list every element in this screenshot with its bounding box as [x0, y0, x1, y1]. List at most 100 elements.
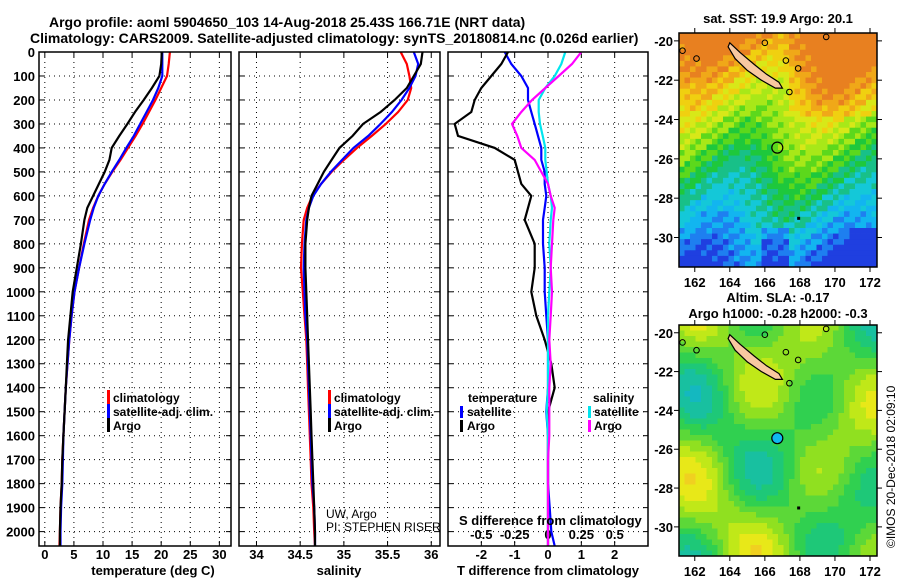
map-cell [816, 33, 823, 39]
map-cell [706, 385, 713, 392]
map-cell [838, 133, 845, 140]
map-cell [789, 166, 795, 173]
map-cell [827, 88, 834, 95]
map-cell [833, 122, 839, 129]
map-cell [811, 189, 817, 195]
y-tick-label: 1500 [6, 405, 35, 420]
map-cell [816, 534, 823, 540]
map-cell [794, 440, 801, 447]
map-cell [679, 484, 685, 491]
map-cell [833, 144, 839, 151]
map-cell [745, 83, 751, 90]
x-tick-label: 35.5 [375, 547, 400, 562]
map-cell [690, 440, 696, 447]
map-cell [761, 380, 768, 386]
map-cell [789, 72, 795, 78]
map-cell [827, 38, 834, 45]
map-cell [860, 250, 867, 257]
map-cell [871, 446, 878, 452]
map-cell [860, 528, 867, 535]
map-cell [684, 60, 691, 67]
map-cell [849, 352, 856, 359]
map-cell [827, 534, 834, 540]
difference-plot: -2 -1 0 1 2-0.5 -0.25 0 0.25 0.5 [447, 51, 649, 562]
map-cell [783, 424, 790, 430]
map-cell [684, 369, 691, 375]
map-cell [800, 490, 806, 496]
map-cell [816, 374, 823, 381]
map-cell [794, 105, 801, 112]
map-cell [717, 183, 724, 190]
map-cell [827, 138, 834, 145]
map-cell [717, 111, 724, 117]
map-cell [684, 374, 691, 381]
map-cell [805, 418, 812, 425]
map-cell [745, 211, 751, 218]
map-cell [822, 407, 828, 414]
map-cell [767, 468, 773, 474]
legend-label-satellite: satellite-adj. clim. [113, 405, 213, 419]
map-cell [717, 161, 724, 168]
map-cell [871, 72, 878, 78]
map-cell [745, 468, 751, 474]
map-cell [706, 77, 713, 84]
map-cell [690, 155, 696, 162]
map-cell [717, 127, 724, 134]
map-cell [827, 44, 834, 51]
map-cell [827, 172, 834, 179]
map-cell [712, 462, 718, 469]
map-cell [684, 255, 691, 262]
map-cell [838, 462, 845, 469]
map-cell [706, 105, 713, 112]
map-cell [712, 127, 718, 134]
map-cell [690, 261, 696, 268]
map-cell [712, 77, 718, 84]
x-tick-label: 34.5 [288, 547, 313, 562]
map-cell [805, 211, 812, 218]
map-cell [690, 363, 696, 370]
map-cell [756, 144, 762, 151]
map-cell [761, 407, 768, 414]
map-cell [772, 528, 779, 535]
map-cell [866, 341, 872, 348]
map-cell [838, 336, 845, 342]
map-cell [783, 72, 790, 78]
map-cell [871, 211, 878, 218]
map-cell [789, 150, 795, 156]
map-cell [695, 194, 702, 201]
map-cell [855, 435, 861, 441]
map-cell [827, 105, 834, 112]
map-cell [822, 216, 828, 223]
map-cell [679, 473, 685, 480]
map-cell [745, 451, 751, 458]
map-cell [833, 501, 839, 507]
map-cell [679, 446, 685, 452]
map-cell [750, 228, 757, 234]
map-cell [701, 88, 707, 95]
map-cell [739, 205, 746, 212]
map-cell [734, 194, 740, 201]
map-cell [838, 216, 845, 223]
map-x-tick-label: 164 [719, 275, 741, 290]
map-cell [712, 446, 718, 452]
credit-line2: PI: STEPHEN RISER [326, 520, 441, 534]
map-cell [783, 211, 790, 218]
map-cell [728, 545, 735, 551]
map-cell [783, 457, 790, 463]
map-cell [745, 457, 751, 463]
map-cell [800, 205, 806, 212]
map-cell [756, 330, 762, 337]
map-cell [800, 261, 806, 268]
map-cell [690, 369, 696, 375]
map-cell [838, 77, 845, 84]
map-cell [701, 446, 707, 452]
map-cell [871, 88, 878, 95]
map-cell [855, 138, 861, 145]
map-cell [679, 88, 685, 95]
map-cell [871, 155, 878, 162]
map-cell [783, 407, 790, 414]
map-cell [871, 55, 878, 62]
map-cell [844, 172, 850, 179]
map-cell [816, 380, 823, 386]
map-cell [794, 177, 801, 184]
